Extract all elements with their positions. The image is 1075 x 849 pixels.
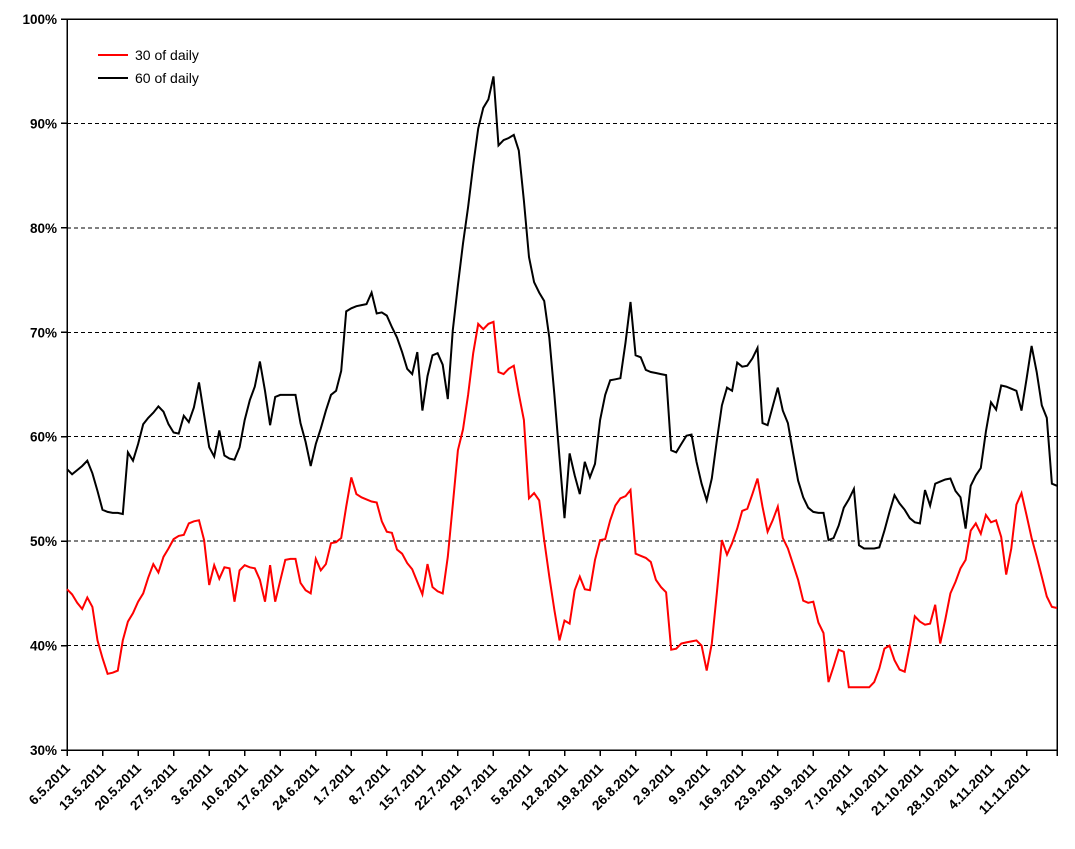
y-axis-tick-label: 90% — [30, 116, 57, 131]
y-axis-tick-label: 50% — [30, 534, 57, 549]
legend: 30 of daily 60 of daily — [98, 43, 199, 89]
y-axis-tick-label: 80% — [30, 221, 57, 236]
legend-line-black-icon — [98, 76, 128, 79]
y-axis-tick-label: 60% — [30, 430, 57, 445]
legend-label: 60 of daily — [135, 69, 199, 86]
series-line-30-of-daily — [66, 320, 1058, 689]
y-axis-tick-label: 70% — [30, 325, 57, 340]
legend-label: 30 of daily — [135, 46, 199, 63]
y-axis-tick-label: 100% — [22, 12, 57, 27]
plot-frame — [66, 18, 1058, 751]
legend-line-red-icon — [98, 53, 128, 56]
legend-item: 30 of daily — [98, 43, 199, 66]
series-line-60-of-daily — [66, 76, 1058, 550]
y-axis-tick-label: 40% — [30, 639, 57, 654]
y-axis-tick-label: 30% — [30, 743, 57, 758]
legend-item: 60 of daily — [98, 66, 199, 89]
